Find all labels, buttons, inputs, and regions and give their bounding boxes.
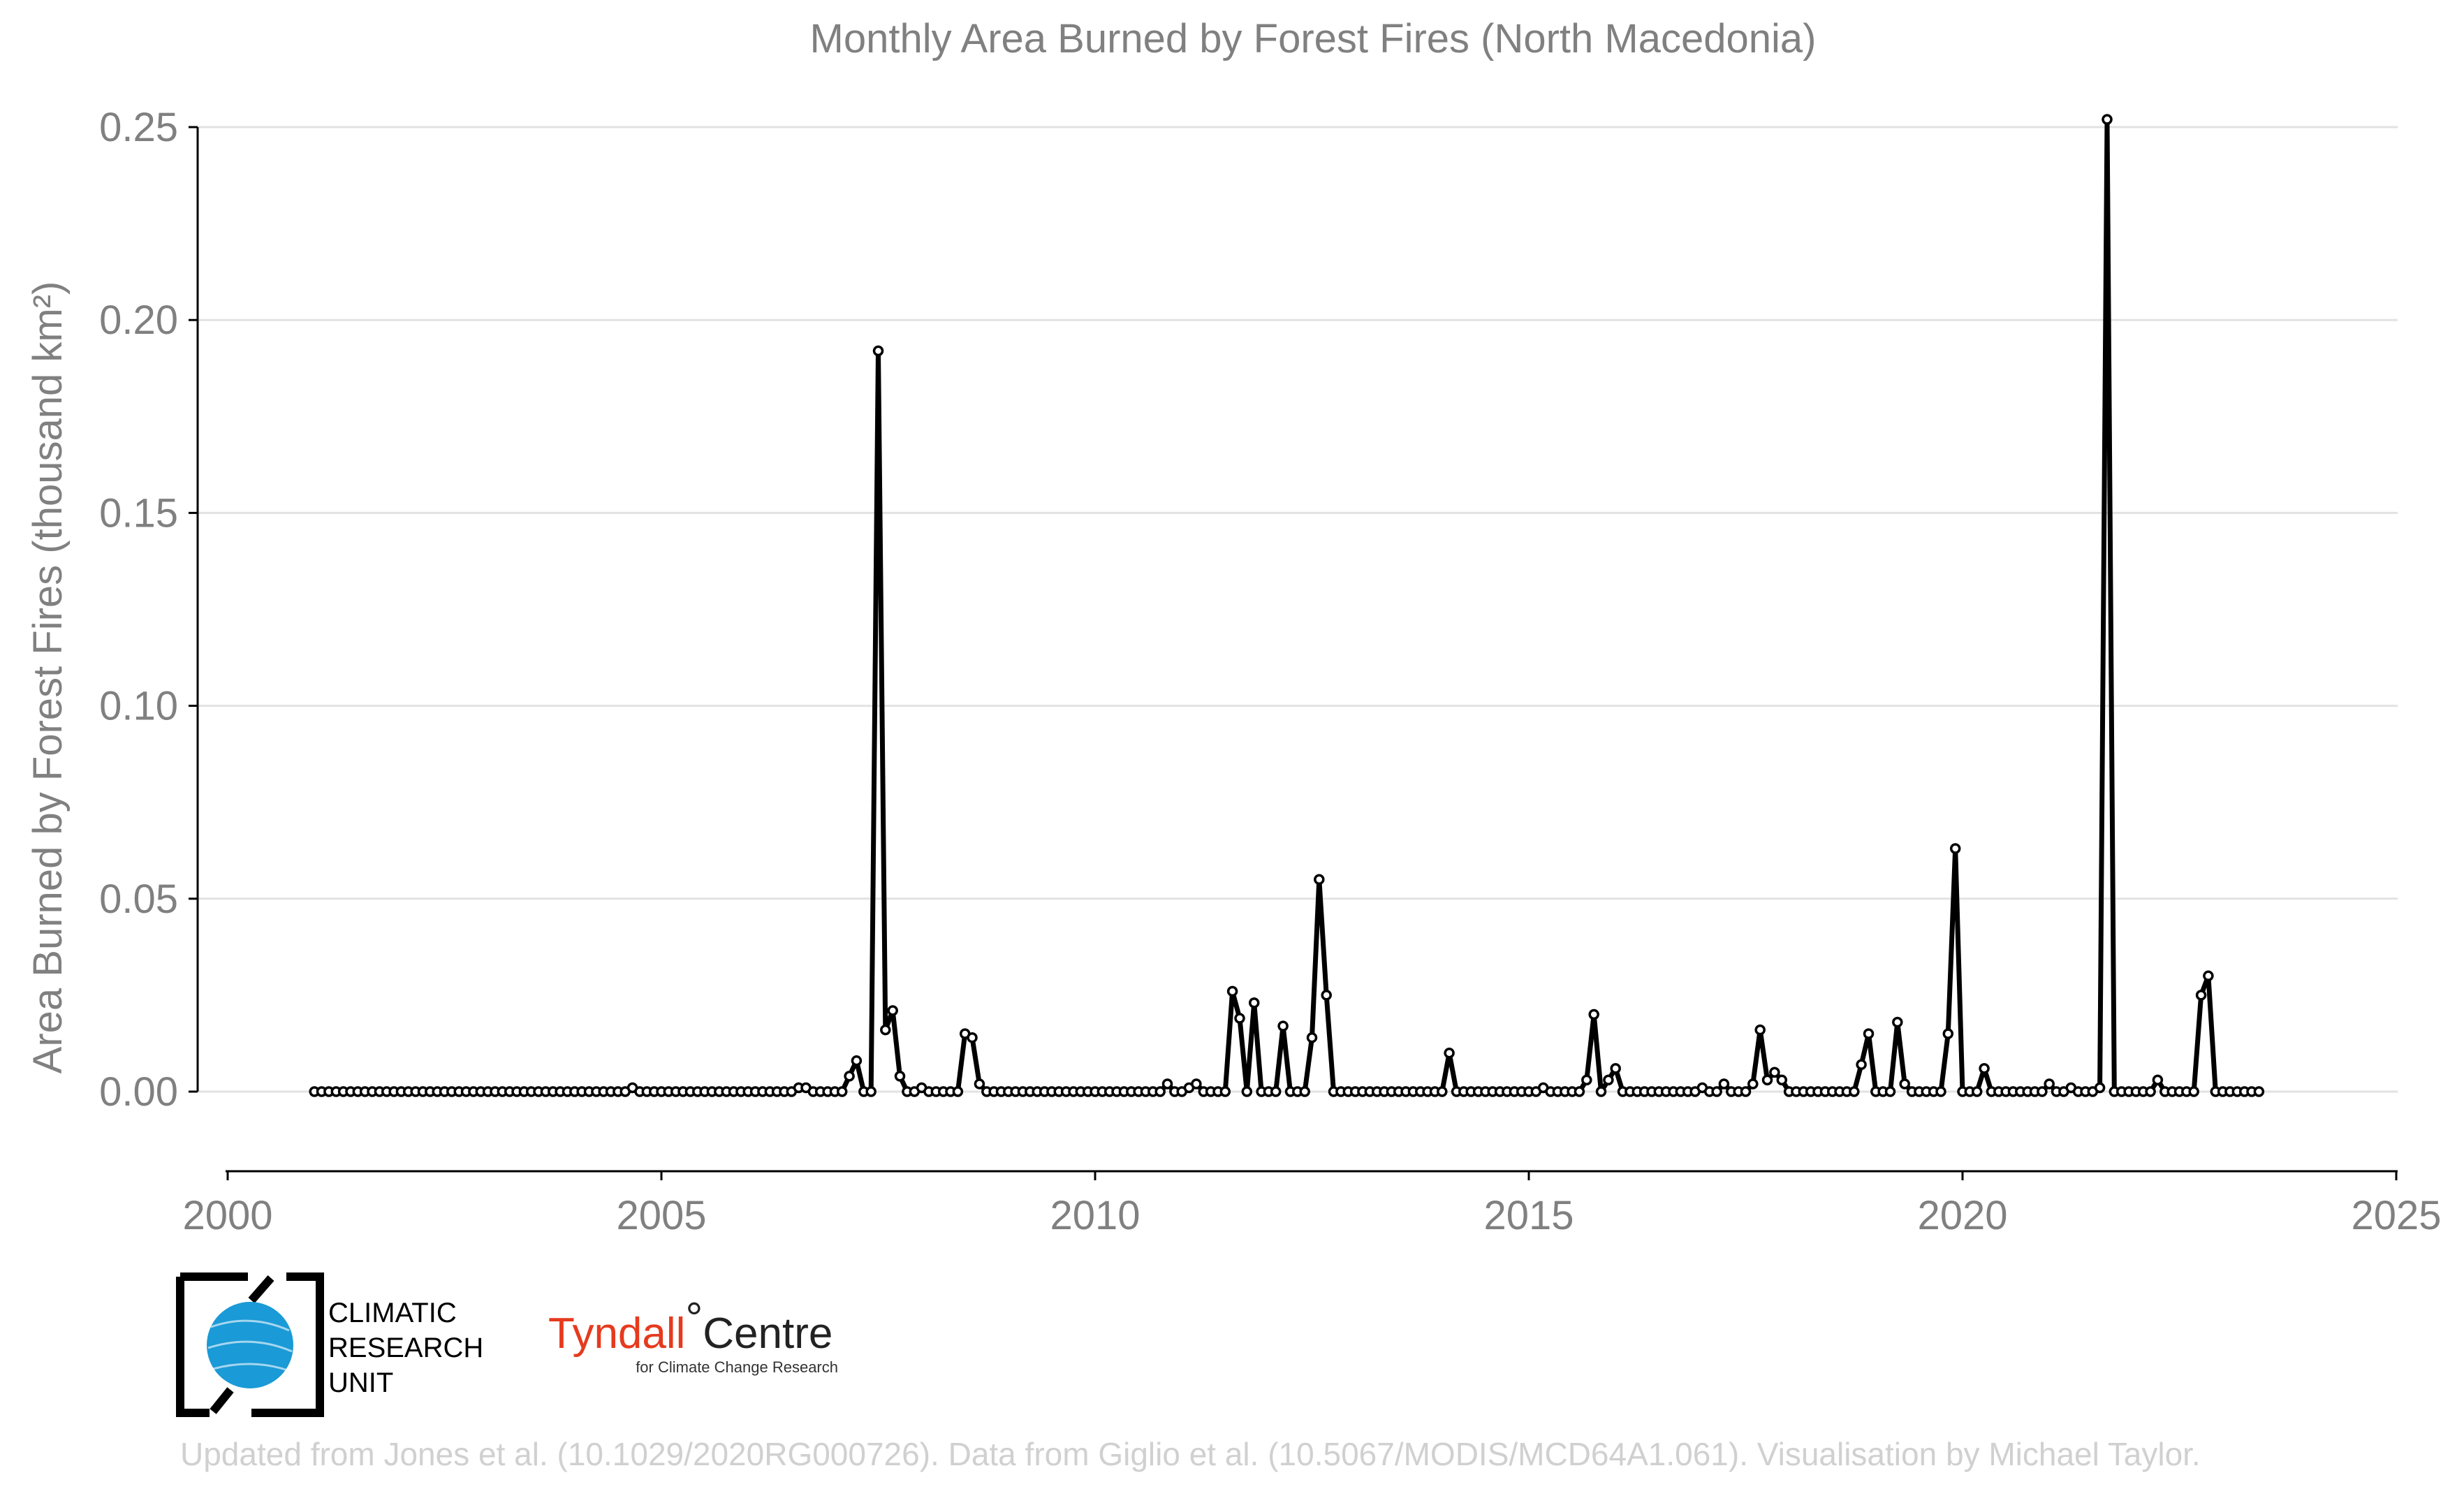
data-point — [1226, 985, 1238, 997]
data-point — [1588, 1008, 1599, 1020]
data-point — [1437, 1086, 1448, 1097]
data-point — [1219, 1086, 1231, 1097]
y-tick-label: 0.20 — [99, 298, 178, 343]
data-point — [2094, 1082, 2106, 1094]
cru-bracket-left — [176, 1272, 248, 1417]
series-points — [309, 114, 2265, 1097]
data-point — [872, 345, 884, 357]
data-point — [1942, 1028, 1954, 1039]
data-point — [1595, 1086, 1607, 1097]
tyndall-wordmark: Tyndall°Centre — [548, 1294, 833, 1358]
data-point — [1321, 990, 1332, 1001]
data-point — [1581, 1074, 1592, 1086]
data-point — [1863, 1028, 1875, 1039]
data-point — [952, 1086, 964, 1097]
data-point — [865, 1086, 877, 1097]
data-point — [1270, 1086, 1282, 1097]
y-tick-label: 0.05 — [99, 876, 178, 922]
tyndall-subtitle: for Climate Change Research — [636, 1358, 838, 1376]
chart-title: Monthly Area Burned by Forest Fires (Nor… — [810, 16, 1817, 61]
data-point — [1740, 1086, 1752, 1097]
cru-slash-bottom — [210, 1387, 234, 1414]
data-point — [1971, 1086, 1983, 1097]
cru-line-2: RESEARCH — [328, 1333, 483, 1363]
data-point — [1949, 843, 1961, 854]
data-point — [2188, 1086, 2199, 1097]
data-point — [2152, 1074, 2164, 1086]
credits-text: Updated from Jones et al. (10.1029/2020R… — [180, 1436, 2201, 1472]
cru-bracket-right — [251, 1272, 324, 1417]
data-point — [1241, 1086, 1253, 1097]
tyndall-logo: Tyndall°Centre for Climate Change Resear… — [548, 1294, 838, 1376]
data-point — [1769, 1066, 1780, 1078]
data-point — [1299, 1086, 1310, 1097]
tyndall-degree: ° — [685, 1294, 703, 1342]
globe-lines-icon — [207, 1319, 293, 1372]
data-point — [967, 1032, 978, 1043]
series-line — [314, 117, 2259, 1094]
data-point — [887, 1005, 898, 1016]
data-point — [1234, 1013, 1245, 1024]
data-point — [1747, 1078, 1759, 1090]
data-point — [844, 1071, 855, 1082]
y-tick-label: 0.25 — [99, 105, 178, 150]
data-point — [880, 1024, 891, 1036]
data-point — [1935, 1086, 1946, 1097]
data-point — [1306, 1032, 1318, 1043]
data-point — [1248, 997, 1260, 1008]
x-axis-ticks: 2000 2005 2010 2015 2020 2025 — [182, 1171, 2442, 1238]
tyndall-word: Tyndall — [548, 1310, 685, 1358]
data-point — [1603, 1074, 1614, 1086]
cru-slash-top — [248, 1275, 274, 1303]
data-point — [1979, 1063, 1990, 1074]
data-point — [1711, 1086, 1722, 1097]
data-point — [1314, 874, 1325, 885]
data-point — [2102, 114, 2113, 125]
cru-line-1: CLIMATIC — [328, 1298, 457, 1328]
y-tick-label: 0.15 — [99, 490, 178, 536]
data-point — [2203, 970, 2214, 982]
data-point — [2037, 1086, 2048, 1097]
data-point — [2145, 1086, 2156, 1097]
data-point — [974, 1078, 985, 1090]
x-tick-label: 2020 — [1917, 1193, 2007, 1238]
data-point — [1754, 1024, 1766, 1036]
data-point — [1161, 1078, 1173, 1090]
cru-logo: CLIMATIC RESEARCH UNIT — [176, 1272, 483, 1417]
data-point — [851, 1055, 863, 1066]
data-point — [1444, 1048, 1455, 1059]
x-tick-label: 2005 — [616, 1193, 706, 1238]
data-point — [1761, 1074, 1773, 1086]
data-point — [1856, 1059, 1867, 1071]
y-axis-label-text: Area Burned by Forest Fires (thousand km… — [25, 281, 71, 1074]
data-point — [2253, 1086, 2265, 1097]
x-tick-label: 2025 — [2351, 1193, 2441, 1238]
cru-line-3: UNIT — [328, 1367, 393, 1398]
data-point — [1277, 1020, 1289, 1032]
data-point — [1574, 1086, 1585, 1097]
y-axis-label: Area Burned by Forest Fires (thousand km… — [25, 281, 71, 1074]
x-tick-label: 2000 — [182, 1193, 272, 1238]
data-point — [1718, 1078, 1730, 1090]
data-point — [1884, 1086, 1896, 1097]
data-point — [2044, 1078, 2055, 1090]
data-point — [1776, 1074, 1788, 1086]
x-tick-label: 2010 — [1050, 1193, 1140, 1238]
data-point — [1610, 1063, 1621, 1074]
grid-lines — [198, 126, 2398, 1093]
data-point — [1892, 1016, 1903, 1028]
x-tick-label: 2015 — [1483, 1193, 1574, 1238]
data-point — [1191, 1078, 1202, 1090]
data-point — [836, 1086, 848, 1097]
data-point — [2195, 990, 2207, 1001]
data-point — [894, 1071, 906, 1082]
y-axis-ticks: 0.00 0.05 0.10 0.15 0.20 0.25 — [99, 105, 198, 1115]
data-point — [1154, 1086, 1166, 1097]
y-tick-label: 0.10 — [99, 684, 178, 729]
data-point — [1899, 1078, 1910, 1090]
data-point — [1849, 1086, 1860, 1097]
tyndall-centre: Centre — [703, 1310, 833, 1358]
y-tick-label: 0.00 — [99, 1069, 178, 1115]
